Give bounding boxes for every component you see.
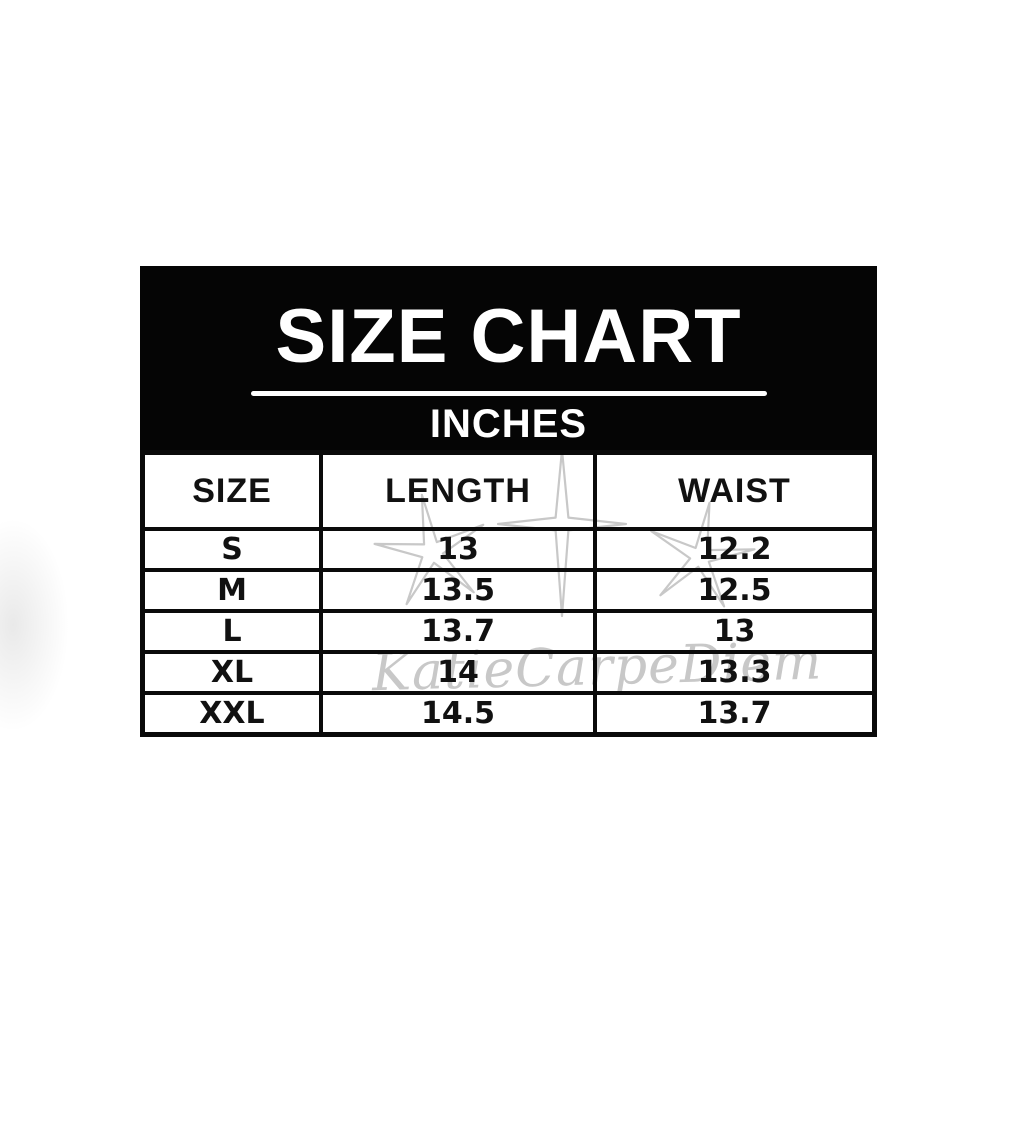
column-header-length: LENGTH	[323, 455, 597, 531]
size-cell: M	[145, 572, 323, 613]
size-table: SIZE LENGTH WAIST S 13 12.2 M 13.5 12.5 …	[140, 450, 877, 737]
length-cell: 14	[323, 654, 597, 695]
size-cell: XL	[145, 654, 323, 695]
waist-cell: 13.3	[597, 654, 872, 695]
length-cell: 13.7	[323, 613, 597, 654]
waist-cell: 13.7	[697, 696, 772, 731]
size-cell: L	[145, 613, 323, 654]
size-cell: XXL	[145, 695, 323, 732]
waist-cell: 12.5	[597, 572, 872, 613]
waist-cell: 12.2	[597, 531, 872, 572]
edge-smudge	[0, 520, 68, 730]
length-cell: 13.5	[323, 572, 597, 613]
chart-banner: SIZE CHART INCHES	[140, 266, 877, 450]
column-header-size: SIZE	[145, 455, 323, 531]
size-cell: S	[145, 531, 323, 572]
waist-cell: 13	[597, 613, 872, 654]
length-cell: 13	[323, 531, 597, 572]
column-header-waist: WAIST	[597, 455, 872, 531]
title-divider	[250, 391, 767, 396]
size-chart-panel: SIZE CHART INCHES SIZE LENGTH WAIST S 13…	[140, 266, 877, 737]
length-cell: 14.5	[323, 695, 597, 732]
chart-subtitle: INCHES	[429, 402, 588, 446]
chart-title: SIZE CHART	[275, 294, 742, 379]
